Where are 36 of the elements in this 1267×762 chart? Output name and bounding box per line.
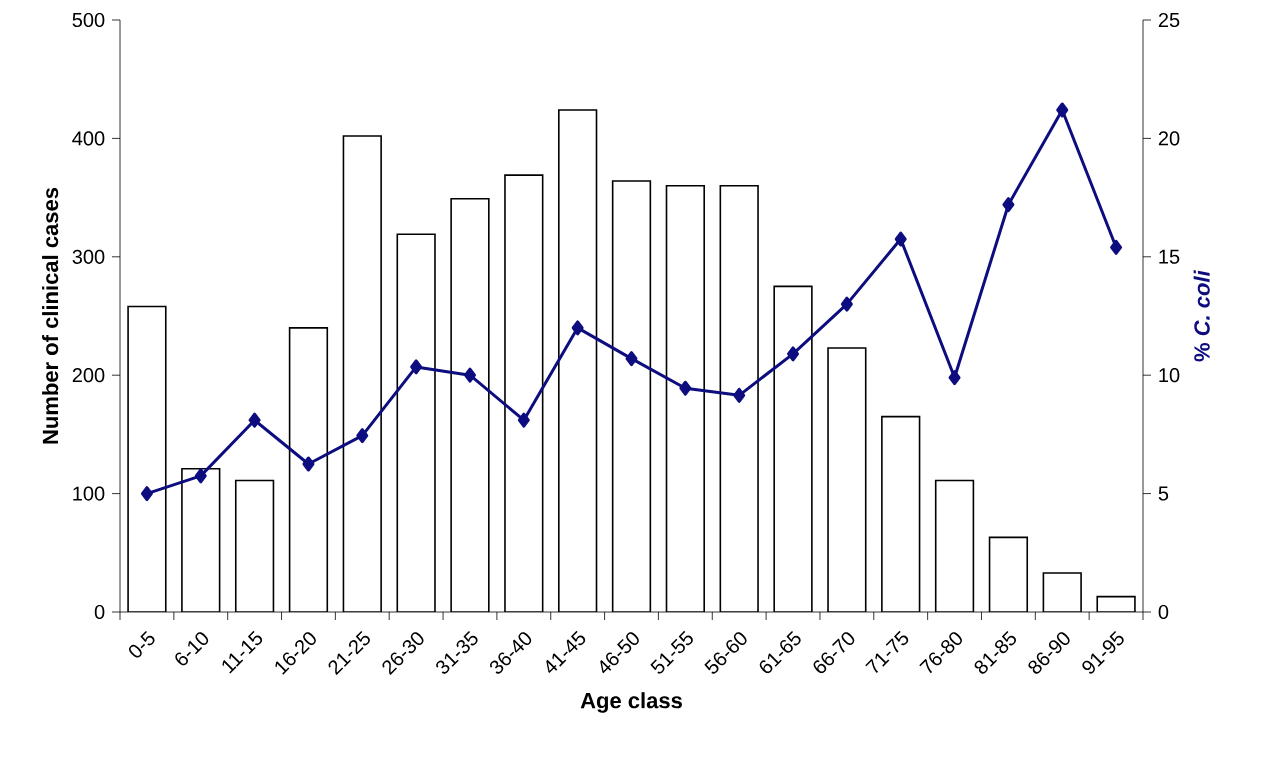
point <box>517 412 530 428</box>
y2-tick-label: 25 <box>1158 12 1180 28</box>
y2-tick-label: 20 <box>1158 131 1180 146</box>
point <box>356 428 369 444</box>
y-tick-label: 400 <box>72 131 105 146</box>
point <box>410 359 423 375</box>
point <box>140 486 153 502</box>
y-tick-label: 100 <box>73 486 105 501</box>
y-tick-label: 0 <box>94 604 105 620</box>
y2-tick-label: 5 <box>1158 486 1169 501</box>
x-axis-title: Age class <box>580 692 682 713</box>
y2-tick-label: 15 <box>1159 249 1180 264</box>
point <box>948 370 961 386</box>
point <box>894 231 907 247</box>
point <box>248 412 261 428</box>
point <box>840 296 853 312</box>
y2-tick-label: 0 <box>1158 604 1169 620</box>
point <box>679 380 692 396</box>
y2-tick-label: 10 <box>1159 368 1180 383</box>
point <box>1110 239 1123 255</box>
point <box>733 387 746 403</box>
y-tick-label: 300 <box>72 249 105 264</box>
y-tick-label: 500 <box>72 12 105 28</box>
y-tick-label: 200 <box>72 368 105 383</box>
point <box>787 346 800 362</box>
point <box>463 367 476 383</box>
y2-axis-title: % C. coli <box>1193 269 1210 362</box>
y-axis-title: Number of clinical cases <box>42 187 59 444</box>
x-tick-label: 6-10 <box>175 632 209 666</box>
point <box>1002 197 1015 213</box>
point <box>625 351 638 367</box>
point <box>194 468 207 484</box>
x-tick-label: 0-5 <box>129 631 155 658</box>
point <box>1056 102 1069 118</box>
point <box>571 320 584 336</box>
point <box>302 456 315 472</box>
